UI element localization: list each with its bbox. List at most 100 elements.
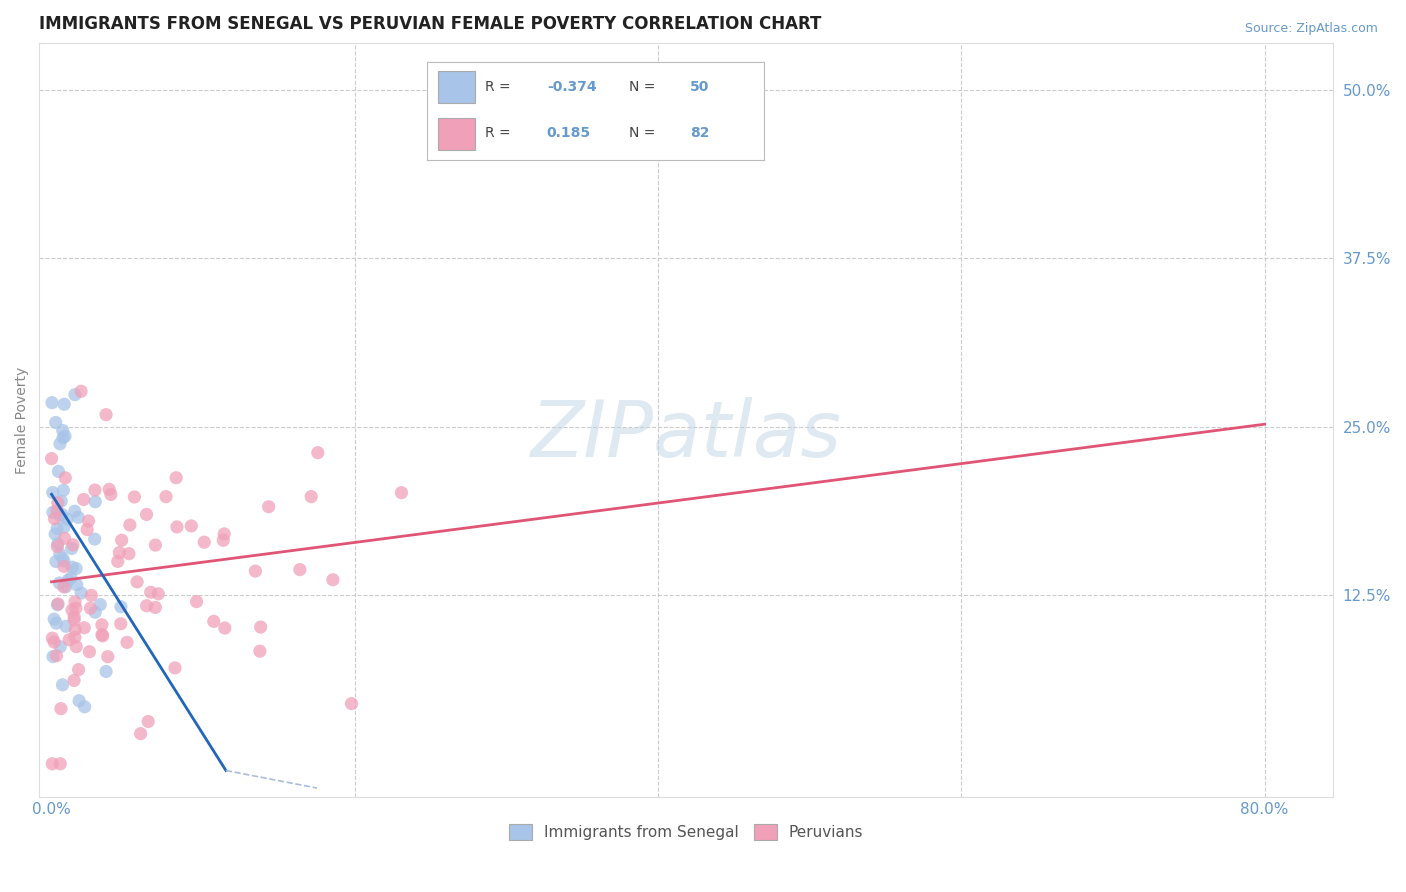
Point [307, 445, 329, 459]
Point [110, 599, 132, 614]
Point [257, 500, 280, 514]
Point [135, 508, 157, 522]
Point [42, 649, 65, 664]
Point [51, 508, 73, 522]
Point [107, 554, 129, 568]
Point [136, 714, 159, 729]
Point [139, 585, 162, 599]
Point [163, 661, 186, 675]
Point [63, 504, 86, 518]
Point [155, 490, 177, 504]
Point [46, 540, 69, 554]
Legend: Immigrants from Senegal, Peruvians: Immigrants from Senegal, Peruvians [502, 818, 870, 847]
Point [118, 547, 141, 561]
Point [91, 629, 114, 643]
Point [180, 519, 202, 533]
Point [76, 523, 98, 537]
Point [63, 631, 86, 645]
Point [46, 522, 69, 536]
Text: ZIPatlas: ZIPatlas [530, 397, 842, 474]
Point [46, 503, 69, 517]
Point [165, 471, 187, 485]
Point [67, 510, 90, 524]
Point [391, 485, 413, 500]
Point [70, 586, 93, 600]
Point [56, 512, 79, 526]
Point [143, 600, 166, 615]
Point [52, 559, 75, 574]
Point [124, 490, 146, 504]
Point [51, 494, 73, 508]
Point [111, 533, 134, 548]
Point [45, 648, 67, 663]
Point [53, 397, 76, 411]
Point [63, 387, 86, 401]
Point [52, 580, 75, 594]
Point [288, 563, 311, 577]
Point [322, 573, 344, 587]
Point [72, 492, 94, 507]
Point [118, 518, 141, 533]
Point [73, 621, 96, 635]
Point [46, 496, 69, 510]
Point [79, 645, 101, 659]
Point [97, 649, 120, 664]
Point [58, 573, 80, 587]
Point [193, 535, 215, 549]
Point [83, 483, 105, 497]
Point [110, 616, 132, 631]
Point [83, 532, 105, 546]
Point [63, 623, 86, 637]
Point [77, 514, 100, 528]
Point [214, 621, 236, 635]
Point [299, 490, 322, 504]
Point [65, 640, 87, 654]
Point [45, 416, 67, 430]
Point [53, 520, 76, 534]
Point [84, 494, 107, 508]
Point [63, 610, 86, 624]
Point [45, 554, 67, 568]
Point [90, 617, 112, 632]
Point [249, 644, 271, 658]
Point [46, 537, 69, 551]
Point [62, 538, 84, 552]
Point [49, 547, 72, 561]
Point [129, 726, 152, 740]
Point [202, 615, 225, 629]
Point [49, 437, 72, 451]
Point [65, 561, 87, 575]
Point [51, 551, 73, 566]
Point [89, 598, 111, 612]
Point [60, 560, 83, 574]
Point [41, 451, 63, 466]
Point [52, 431, 75, 445]
Point [42, 485, 65, 500]
Point [245, 564, 267, 578]
Point [70, 384, 93, 399]
Point [41, 395, 63, 409]
Point [55, 580, 77, 594]
Point [44, 527, 66, 541]
Point [44, 635, 66, 649]
Point [60, 571, 83, 585]
Point [46, 598, 69, 612]
Point [145, 538, 167, 552]
Point [94, 408, 117, 422]
Point [60, 603, 83, 617]
Point [55, 619, 77, 633]
Point [45, 616, 67, 631]
Point [63, 673, 86, 688]
Point [58, 632, 80, 647]
Point [44, 511, 66, 525]
Point [135, 599, 157, 613]
Point [60, 541, 83, 556]
Point [249, 620, 271, 634]
Point [42, 505, 65, 519]
Point [52, 483, 75, 498]
Point [53, 531, 76, 545]
Point [65, 601, 87, 615]
Point [98, 483, 121, 497]
Point [67, 663, 90, 677]
Point [63, 613, 86, 627]
